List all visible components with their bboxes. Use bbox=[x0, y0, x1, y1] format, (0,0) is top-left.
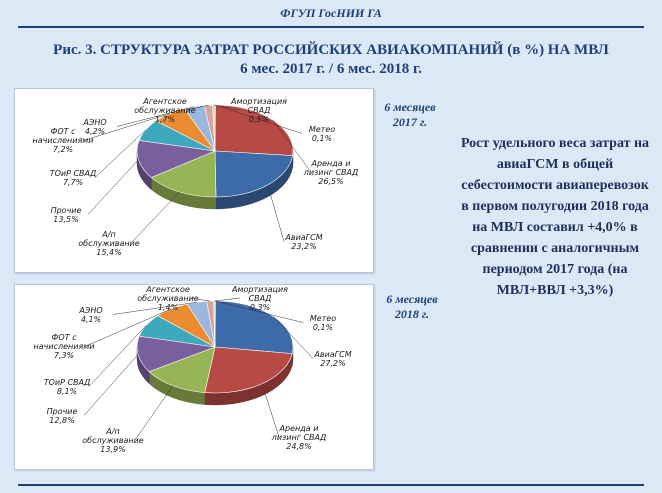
leader-line-фот-с-начислениями bbox=[84, 113, 170, 141]
leader-line-аренда-и-лизинг-свад bbox=[272, 120, 312, 173]
pie-label-метео: Метео 0,1% bbox=[309, 125, 335, 143]
pie-label-метео: Метео 0,1% bbox=[310, 314, 336, 332]
pie-label-агентское-обслуживание: Агентское обслуживание 1,4% bbox=[137, 285, 199, 312]
pie-label-тоир-свад: ТОиР СВАД 8,1% bbox=[44, 378, 91, 396]
pie-slice-аренда-и-лизинг-свад bbox=[214, 104, 294, 156]
pie-slice-прочие bbox=[136, 140, 217, 178]
period-2018-line-1: 6 месяцев bbox=[386, 292, 438, 306]
leader-line-аэно bbox=[112, 302, 197, 315]
period-label-2018: 6 месяцев 2018 г. bbox=[377, 292, 447, 322]
leader-line-агентское-обслуживание bbox=[189, 297, 211, 302]
leader-line-тоир-свад bbox=[88, 325, 147, 387]
leader-line-авиагсм bbox=[267, 184, 285, 242]
pie-slices bbox=[136, 300, 294, 394]
pie-label-авиагсм: АвиаГСМ 27,2% bbox=[313, 350, 351, 368]
leader-line-агентское-обслуживание bbox=[186, 104, 209, 111]
leader-line-метео bbox=[215, 104, 303, 134]
pie-label-тоир-свад: ТОиР СВАД 7,7% bbox=[50, 169, 97, 187]
header-divider bbox=[18, 26, 644, 28]
pie-slice-прочие bbox=[136, 335, 216, 372]
leader-line-аэно bbox=[116, 106, 195, 127]
period-2017-line-2: 2017 г. bbox=[392, 115, 428, 129]
title-line-2: 6 мес. 2017 г. / 6 мес. 2018 г. bbox=[240, 61, 422, 77]
leader-line-прочие bbox=[83, 354, 139, 416]
header-bar: ФГУП ГосНИИ ГА bbox=[0, 0, 662, 30]
pie-labels: Метео 0,1% АвиаГСМ 27,2% Аренда и лизинг СВАД… bbox=[34, 285, 352, 454]
pie-slice-а-п-обслуживание bbox=[150, 150, 217, 198]
period-2018-line-2: 2018 г. bbox=[394, 307, 430, 321]
pie-label-фот-с-начислениями: ФОТ с начислениями 7,2% bbox=[33, 127, 94, 154]
org-name: ФГУП ГосНИИ ГА bbox=[280, 6, 382, 20]
pie-labels: Метео 0,1% Аренда и лизинг СВАД 26,5% АвиаГСМ… bbox=[33, 97, 359, 257]
leader-line-авиагсм bbox=[273, 316, 314, 359]
page-title: Рис. 3. СТРУКТУРА ЗАТРАТ РОССИЙСКИХ АВИА… bbox=[10, 41, 652, 79]
pie-label-фот-с-начислениями: ФОТ с начислениями 7,3% bbox=[34, 333, 95, 360]
period-2017-line-1: 6 месяцев bbox=[384, 100, 436, 114]
chart-panel-2018: Метео 0,1% АвиаГСМ 27,2% Аренда и лизинг СВАД… bbox=[14, 284, 374, 470]
pie-label-амортизация-свад: Амортизация СВАД 0,3% bbox=[231, 285, 288, 312]
pie-chart-2018: Метео 0,1% АвиаГСМ 27,2% Аренда и лизинг СВАД… bbox=[34, 285, 352, 454]
leader-line-аренда-и-лизинг-свад bbox=[261, 383, 280, 438]
leader-line-амортизация-свад bbox=[214, 297, 241, 302]
leader-line-а-п-обслуживание bbox=[134, 385, 174, 441]
pie-label-аэно: АЭНО 4,1% bbox=[78, 306, 102, 324]
title-line-1: Рис. 3. СТРУКТУРА ЗАТРАТ РОССИЙСКИХ АВИА… bbox=[53, 42, 609, 58]
pie-label-аренда-и-лизинг-свад: Аренда и лизинг СВАД 26,5% bbox=[303, 159, 359, 186]
footer-divider bbox=[18, 484, 644, 486]
pie-label-амортизация-свад: Амортизация СВАД 0,5% bbox=[230, 97, 287, 124]
pie-label-а-п-обслуживание: А/п обслуживание 13,9% bbox=[82, 427, 144, 454]
summary-note: Рост удельного веса затрат на авиаГСМ в … bbox=[460, 136, 650, 298]
pie-chart-2017: Метео 0,1% Аренда и лизинг СВАД 26,5% АвиаГСМ… bbox=[33, 97, 359, 257]
pie-label-агентское-обслуживание: Агентское обслуживание 1,7% bbox=[134, 97, 196, 124]
leader-line-а-п-обслуживание bbox=[130, 191, 180, 244]
pie-label-аренда-и-лизинг-свад: Аренда и лизинг СВАД 24,8% bbox=[271, 424, 327, 451]
leader-line-тоир-свад bbox=[94, 129, 146, 178]
pie-label-аэно: АЭНО 4,2% bbox=[82, 118, 106, 136]
leader-line-метео bbox=[215, 300, 304, 323]
pie-label-прочие: Прочие 13,5% bbox=[51, 206, 82, 224]
pie-label-а-п-обслуживание: А/п обслуживание 15,4% bbox=[78, 230, 140, 257]
pie-label-прочие: Прочие 12,8% bbox=[47, 407, 78, 425]
pie-slice-авиагсм bbox=[214, 300, 294, 354]
leader-line-фот-с-начислениями bbox=[85, 308, 172, 347]
period-label-2017: 6 месяцев 2017 г. bbox=[375, 100, 445, 130]
pie-label-авиагсм: АвиаГСМ 23,2% bbox=[284, 233, 322, 251]
pie-slices bbox=[136, 104, 294, 198]
leader-line-амортизация-свад bbox=[213, 104, 240, 111]
pie-slice-аренда-и-лизинг-свад bbox=[204, 346, 293, 394]
chart-panel-2017: Метео 0,1% Аренда и лизинг СВАД 26,5% АвиаГСМ… bbox=[14, 88, 374, 273]
leader-line-прочие bbox=[87, 159, 139, 215]
pie-slice-авиагсм bbox=[214, 150, 293, 198]
